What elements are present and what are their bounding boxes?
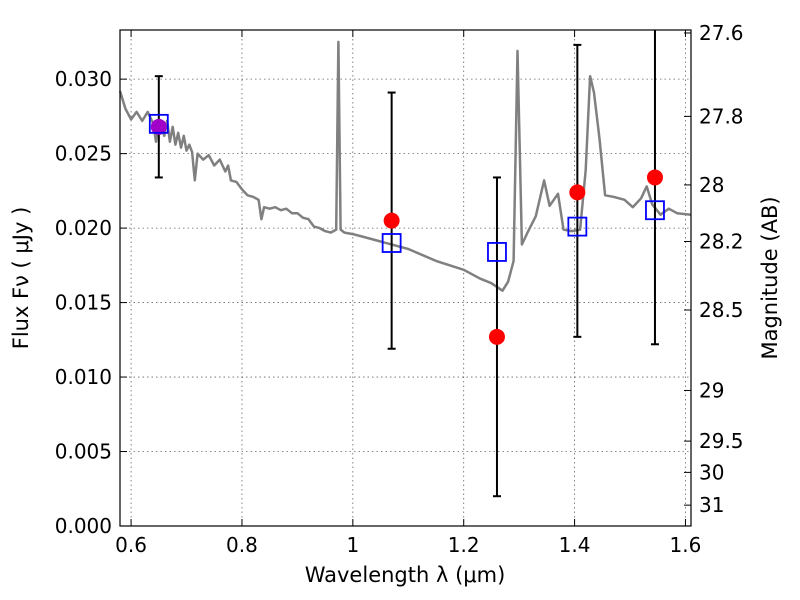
model-band-point <box>567 216 588 237</box>
right-tick-label: 27.8 <box>699 104 744 128</box>
right-axis-label: Magnitude (AB) <box>758 196 782 359</box>
model-band-point <box>381 233 402 253</box>
x-tick-label: 1 <box>346 533 359 557</box>
observed-point <box>150 118 167 135</box>
model-band-point <box>487 242 507 262</box>
x-tick-label: 0.8 <box>226 533 258 557</box>
y-tick-label: 0.025 <box>55 142 112 166</box>
observed-point <box>383 212 400 229</box>
ticks: 0.6 0.8 1 1.2 1.4 1.6 0.000 0.005 0.010 0.015 0.02… <box>55 21 744 557</box>
x-axis-label: Wavelength λ (μm) <box>305 563 506 587</box>
y-tick-label: 0.030 <box>55 67 112 91</box>
right-tick-label: 28 <box>699 173 724 197</box>
model-spectrum <box>118 40 692 292</box>
observed-point <box>646 169 663 186</box>
right-tick-label: 28.2 <box>699 230 744 254</box>
y-tick-label: 0.010 <box>55 365 112 389</box>
y-axis-label: Flux Fν ( μJy ) <box>9 207 33 350</box>
model-band-point <box>645 200 665 221</box>
model-spectrum-line <box>118 40 692 292</box>
observed-point <box>488 328 505 345</box>
right-tick-label: 29 <box>699 378 724 402</box>
y-tick-label: 0.015 <box>55 291 112 315</box>
y-tick-label: 0.000 <box>55 514 112 538</box>
y-tick-label: 0.005 <box>55 440 112 464</box>
right-tick-label: 28.5 <box>699 298 744 322</box>
markers <box>148 113 665 345</box>
right-tick-label: 31 <box>699 493 724 517</box>
y-tick-label: 0.020 <box>55 216 112 240</box>
plot-frame <box>119 29 692 527</box>
right-tick-label: 30 <box>699 460 724 484</box>
x-tick-label: 0.6 <box>115 533 147 557</box>
observed-point <box>569 184 586 201</box>
right-tick-label: 27.6 <box>699 21 744 45</box>
right-tick-label: 29.5 <box>699 429 744 453</box>
model-band-point <box>148 113 169 134</box>
x-tick-label: 1.6 <box>670 533 702 557</box>
x-tick-label: 1.2 <box>448 533 480 557</box>
x-tick-label: 1.4 <box>559 533 591 557</box>
